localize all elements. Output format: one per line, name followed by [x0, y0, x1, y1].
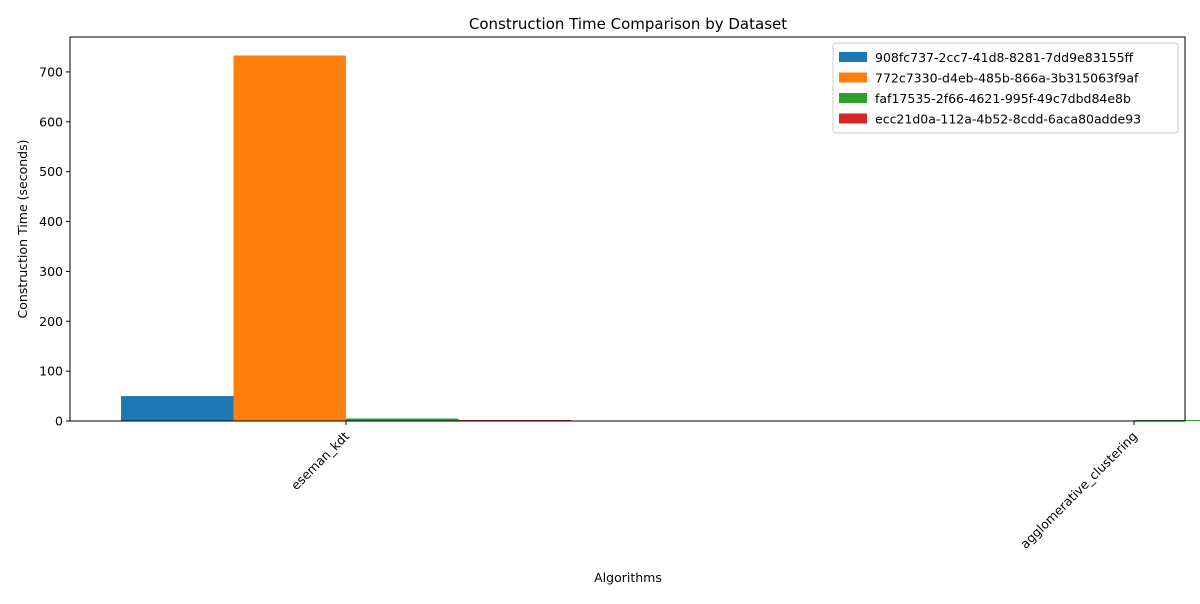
- x-axis-label: Algorithms: [594, 570, 662, 585]
- legend-label: faf17535-2f66-4621-995f-49c7dbd84e8b: [875, 91, 1131, 106]
- legend-frame: [832, 42, 1179, 134]
- x-axis-ticks: eseman_kdt agglomerative_clustering: [288, 421, 1140, 551]
- plot-area-frame: [69, 36, 1186, 422]
- bar-eseman_kdt-series-1: [121, 396, 234, 421]
- y-tick-label: 600: [39, 114, 63, 129]
- y-axis-ticks: 0 100 200 300 400 500 600 700: [39, 64, 70, 429]
- y-tick-label: 300: [39, 264, 63, 279]
- legend-label: 772c7330-d4eb-485b-866a-3b315063f9af: [875, 71, 1139, 86]
- y-tick-label: 400: [39, 214, 63, 229]
- y-axis-label: Construction Time (seconds): [15, 140, 30, 319]
- legend-swatch: [839, 93, 867, 103]
- y-tick-label: 100: [39, 364, 63, 379]
- legend-swatch: [839, 72, 867, 83]
- legend-swatch: [839, 113, 867, 124]
- x-tick-label: eseman_kdt: [288, 428, 352, 492]
- legend-label: 908fc737-2cc7-41d8-8281-7dd9e83155ff: [875, 50, 1134, 65]
- bars-group: [121, 55, 1200, 422]
- y-tick-label: 500: [39, 164, 63, 179]
- bar-eseman_kdt-series-3: [346, 418, 459, 421]
- legend: 908fc737-2cc7-41d8-8281-7dd9e83155ff 772c…: [832, 42, 1179, 134]
- x-tick-label: agglomerative_clustering: [1017, 429, 1140, 552]
- bar-eseman_kdt-series-2: [233, 55, 346, 422]
- legend-swatch: [839, 52, 867, 62]
- y-tick-label: 700: [39, 64, 63, 79]
- y-tick-label: 200: [39, 314, 63, 329]
- y-tick-label: 0: [55, 414, 63, 429]
- chart-title: Construction Time Comparison by Dataset: [469, 15, 787, 33]
- legend-label: ecc21d0a-112a-4b52-8cdd-6aca80adde93: [875, 112, 1141, 127]
